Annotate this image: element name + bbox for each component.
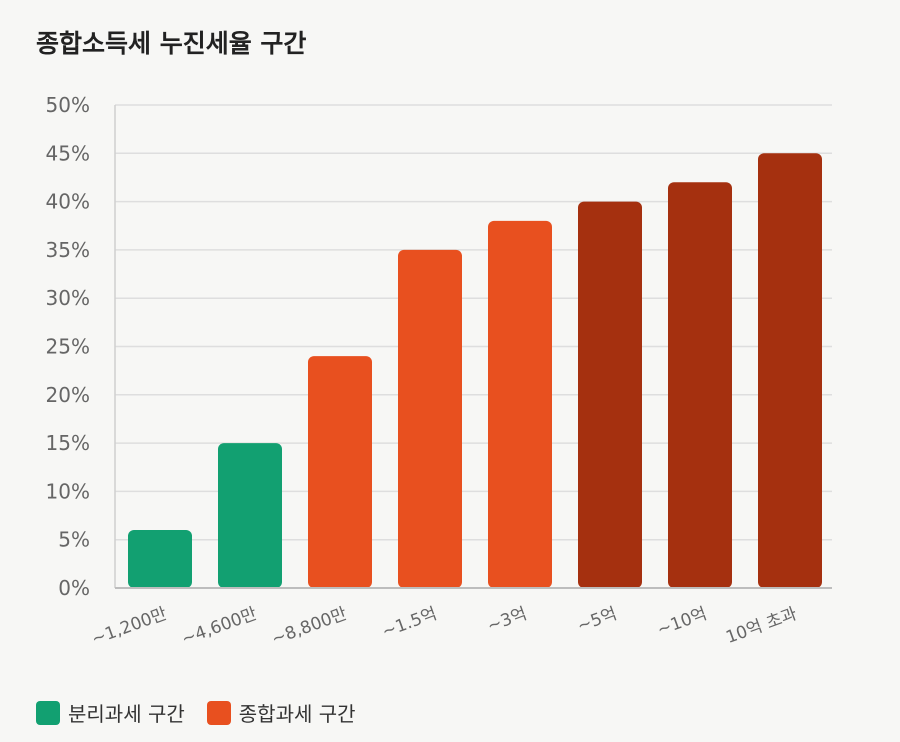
bar [308,356,372,588]
y-tick-label: 20% [46,383,90,407]
x-tick-label: ~5억 [575,604,620,637]
y-tick-label: 35% [46,238,90,262]
y-tick-label: 10% [46,479,90,503]
bar [758,153,822,589]
y-tick-label: 0% [58,576,90,600]
legend-item-separate: 분리과세 구간 [36,698,185,727]
x-tick-label: 10억 초과 [723,604,800,648]
axes [114,105,832,589]
y-tick-label: 40% [46,190,90,214]
bar [398,249,462,588]
bar [668,182,732,588]
y-tick-label: 45% [46,141,90,165]
bars [128,153,822,589]
chart-title: 종합소득세 누진세율 구간 [36,29,307,58]
legend: 분리과세 구간 종합과세 구간 [36,698,378,727]
x-tick-label: ~3억 [485,604,530,637]
x-tick-label: ~1,200만 [89,604,170,650]
bar [218,443,282,588]
legend-label-separate: 분리과세 구간 [68,702,185,726]
x-tick-label: ~1.5억 [379,604,439,642]
y-tick-label: 50% [46,93,90,117]
bar [488,220,552,589]
legend-item-comprehensive: 종합과세 구간 [206,698,356,727]
x-tick-label: ~4,600만 [179,604,260,650]
bar [128,530,192,588]
legend-swatch-separate [36,700,60,725]
legend-label-comprehensive: 종합과세 구간 [238,702,356,726]
bar [578,201,642,588]
x-tick-label: ~10억 [654,604,709,640]
y-tick-label: 25% [46,335,90,359]
legend-swatch-comprehensive [206,700,231,725]
y-tick-label: 15% [46,431,90,455]
y-tick-label: 5% [58,528,90,552]
y-tick-label: 30% [46,286,90,310]
x-tick-label: ~8,800만 [269,604,350,650]
